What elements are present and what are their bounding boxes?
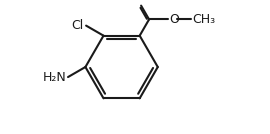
Text: O: O: [169, 13, 179, 26]
Text: O: O: [135, 0, 145, 3]
Text: CH₃: CH₃: [192, 13, 215, 26]
Text: Cl: Cl: [72, 19, 84, 32]
Text: H₂N: H₂N: [43, 70, 67, 84]
